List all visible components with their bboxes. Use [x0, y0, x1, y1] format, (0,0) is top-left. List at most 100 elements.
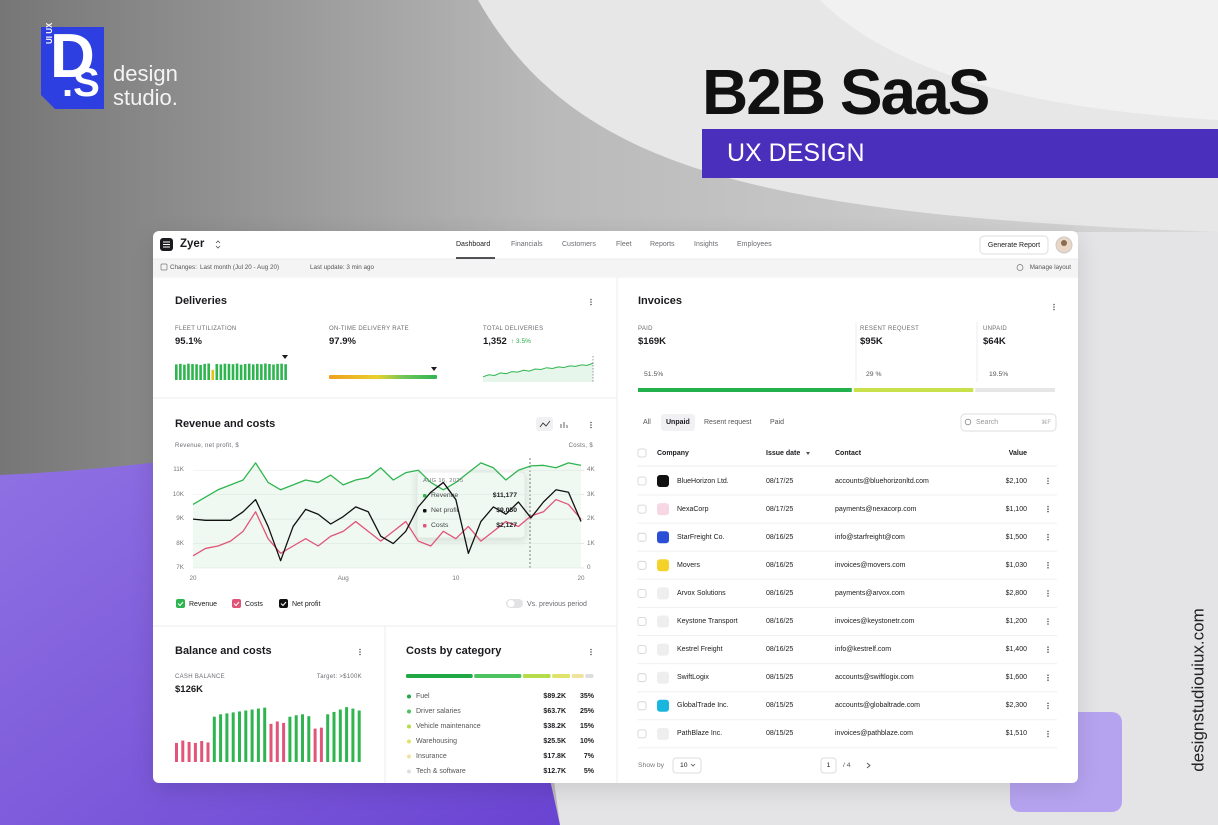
nav-item[interactable]: Financials — [511, 241, 543, 248]
sort-icon[interactable] — [806, 452, 810, 455]
select-all-checkbox[interactable] — [637, 448, 647, 458]
changes-value[interactable]: Last month (Jul 20 - Aug 20) — [200, 264, 280, 271]
more-menu-dot[interactable] — [1047, 510, 1049, 513]
more-menu-dot[interactable] — [1047, 651, 1049, 653]
nav-item[interactable]: Customers — [562, 241, 596, 248]
more-menu-dot[interactable] — [1053, 303, 1055, 306]
tab[interactable]: All — [643, 419, 651, 426]
column-header[interactable]: Issue date — [766, 450, 801, 457]
more-menu-dot[interactable] — [1047, 620, 1049, 623]
more-menu-dot[interactable] — [359, 651, 361, 653]
more-menu-dot[interactable] — [359, 648, 361, 651]
company-name[interactable]: Kestrel Freight — [677, 646, 723, 654]
more-menu-dot[interactable] — [1047, 702, 1049, 705]
legend-checkbox[interactable] — [232, 599, 241, 608]
checkbox[interactable] — [637, 701, 647, 711]
more-menu-dot[interactable] — [1047, 733, 1049, 735]
checkbox[interactable] — [637, 504, 647, 514]
workspace-switch[interactable] — [215, 240, 221, 249]
page-input[interactable] — [820, 757, 837, 774]
more-menu-dot[interactable] — [590, 298, 592, 301]
more-menu-dot[interactable] — [1047, 480, 1049, 482]
company-name[interactable]: PathBlaze Inc. — [677, 730, 723, 738]
generate-report-label[interactable]: Generate Report — [987, 241, 1041, 249]
more-menu-dot[interactable] — [1047, 477, 1049, 480]
more-menu-dot[interactable] — [1047, 592, 1049, 595]
more-menu-dot[interactable] — [1047, 536, 1049, 538]
tab[interactable]: Resent request — [704, 419, 752, 426]
more-menu-dot[interactable] — [1047, 730, 1049, 733]
more-menu-dot[interactable] — [590, 303, 592, 306]
checkbox[interactable] — [637, 673, 647, 683]
legend-label[interactable]: Costs — [245, 600, 263, 608]
more-menu-dot[interactable] — [590, 426, 592, 429]
checkbox[interactable] — [637, 532, 647, 542]
more-menu-dot[interactable] — [1047, 562, 1049, 564]
page-number[interactable]: 1 — [826, 761, 831, 769]
more-menu-dot[interactable] — [1047, 508, 1049, 510]
more-menu-dot[interactable] — [1047, 533, 1049, 536]
more-menu-dot[interactable] — [1047, 705, 1049, 707]
more-menu-dot[interactable] — [1047, 676, 1049, 679]
more-menu-dot[interactable] — [1047, 679, 1049, 681]
more-menu-dot[interactable] — [1047, 538, 1049, 541]
company-name[interactable]: Keystone Transport — [677, 618, 738, 625]
show-by-value[interactable]: 10 — [680, 761, 688, 769]
invoice-value: $2,300 — [1005, 702, 1027, 710]
show-by-select[interactable] — [672, 757, 702, 774]
checkbox[interactable] — [637, 729, 647, 739]
company-name[interactable]: BlueHorizon Ltd. — [677, 477, 729, 485]
more-menu-dot[interactable] — [590, 301, 592, 303]
compare-label[interactable]: Vs. previous period — [527, 600, 587, 608]
search-box[interactable] — [960, 413, 1057, 432]
more-menu-dot[interactable] — [1053, 308, 1055, 311]
legend-checkbox[interactable] — [176, 599, 185, 608]
nav-item[interactable]: Dashboard — [456, 241, 491, 248]
company-name[interactable]: Movers — [677, 561, 700, 569]
more-menu-dot[interactable] — [1047, 646, 1049, 648]
more-menu-dot[interactable] — [1047, 674, 1049, 676]
company-name[interactable]: StarFreight Co. — [677, 533, 725, 541]
more-menu-dot[interactable] — [590, 424, 592, 426]
more-menu-dot[interactable] — [1047, 564, 1049, 567]
more-menu-dot[interactable] — [1047, 735, 1049, 738]
nav-item[interactable]: Fleet — [616, 241, 632, 248]
company-name[interactable]: GlobalTrade Inc. — [677, 702, 729, 710]
more-menu-dot[interactable] — [1047, 482, 1049, 485]
more-menu-dot[interactable] — [1047, 707, 1049, 710]
more-menu-dot[interactable] — [590, 421, 592, 424]
nav-item[interactable]: Reports — [650, 241, 675, 248]
checkbox[interactable] — [637, 560, 647, 570]
nav-item[interactable]: Employees — [737, 241, 772, 248]
tab[interactable]: Unpaid — [666, 419, 690, 426]
company-name[interactable]: SwiftLogix — [677, 674, 709, 682]
more-menu-dot[interactable] — [1053, 306, 1055, 308]
more-menu-dot[interactable] — [590, 648, 592, 651]
more-menu-dot[interactable] — [1047, 648, 1049, 651]
legend-checkbox[interactable] — [279, 599, 288, 608]
more-menu-dot[interactable] — [359, 653, 361, 656]
legend-label[interactable]: Revenue — [189, 600, 218, 608]
more-menu-dot[interactable] — [1047, 590, 1049, 592]
generate-report-button[interactable] — [979, 235, 1049, 255]
checkbox[interactable] — [637, 617, 647, 626]
checkbox[interactable] — [637, 476, 647, 486]
manage-layout[interactable]: Manage layout — [1029, 264, 1071, 271]
next-page[interactable] — [866, 762, 871, 769]
search-placeholder[interactable]: Search — [976, 419, 999, 426]
more-menu-dot[interactable] — [1047, 595, 1049, 597]
tab[interactable]: Paid — [770, 419, 785, 426]
bar-view-icon[interactable] — [560, 422, 568, 428]
nav-item[interactable]: Insights — [694, 241, 719, 248]
legend-label[interactable]: Net profit — [292, 600, 321, 608]
company-name[interactable]: NexaCorp — [677, 505, 709, 513]
more-menu-dot[interactable] — [590, 651, 592, 653]
checkbox[interactable] — [637, 645, 647, 654]
checkbox[interactable] — [637, 589, 647, 598]
more-menu-dot[interactable] — [1047, 618, 1049, 620]
more-menu-dot[interactable] — [590, 653, 592, 656]
more-menu-dot[interactable] — [1047, 623, 1049, 625]
more-menu-dot[interactable] — [1047, 505, 1049, 508]
more-menu-dot[interactable] — [1047, 567, 1049, 569]
company-name[interactable]: Arvox Solutions — [677, 589, 726, 597]
